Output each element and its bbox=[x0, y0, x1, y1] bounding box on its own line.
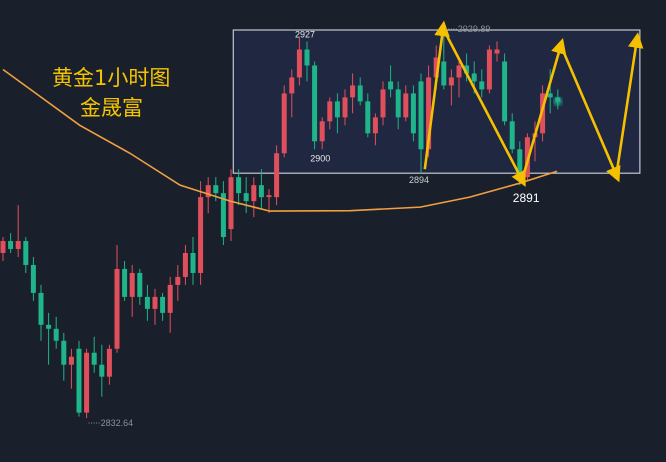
candle-down bbox=[213, 185, 219, 194]
chart-title: 黄金1小时图 bbox=[52, 66, 171, 90]
candle-down bbox=[46, 324, 52, 329]
candle-up bbox=[106, 348, 112, 377]
candle-down bbox=[30, 264, 36, 293]
candle-down bbox=[388, 81, 394, 90]
candle-up bbox=[296, 49, 302, 78]
candle-down bbox=[312, 65, 318, 142]
candle-up bbox=[114, 268, 120, 349]
candle-down bbox=[190, 253, 196, 273]
price-annotation: 2900 bbox=[310, 153, 330, 163]
candle-up bbox=[456, 65, 462, 78]
candle-down bbox=[99, 364, 105, 377]
candle-down bbox=[23, 241, 29, 265]
candle-up bbox=[380, 89, 386, 118]
candle-down bbox=[464, 65, 470, 74]
candle-down bbox=[547, 93, 553, 98]
candle-up bbox=[266, 195, 272, 198]
projection-arrow bbox=[520, 38, 567, 181]
candle-up bbox=[0, 241, 6, 254]
candle-down bbox=[8, 241, 14, 250]
chart-watermark-brand: 金晟富 bbox=[80, 96, 143, 120]
candle-up bbox=[198, 197, 204, 273]
projection-arrow bbox=[423, 20, 450, 170]
candle-down bbox=[91, 352, 97, 365]
candle-down bbox=[357, 85, 363, 102]
candle-down bbox=[479, 81, 485, 90]
candle-down bbox=[304, 49, 310, 66]
candle-down bbox=[334, 101, 340, 118]
candle-down bbox=[410, 93, 416, 134]
projection-arrow bbox=[559, 45, 621, 183]
candle-up bbox=[426, 77, 432, 150]
candle-up bbox=[129, 272, 135, 297]
candle-up bbox=[319, 121, 325, 142]
candle-down bbox=[38, 292, 44, 325]
candle-down bbox=[395, 89, 401, 118]
candle-up bbox=[84, 352, 90, 413]
candle-down bbox=[122, 268, 128, 297]
candle-up bbox=[182, 253, 188, 277]
candle-down bbox=[502, 61, 508, 122]
candle-up bbox=[251, 185, 257, 202]
price-annotation: 2832.64 bbox=[101, 418, 134, 428]
moving-average-line bbox=[2, 68, 558, 212]
candle-down bbox=[137, 272, 143, 297]
candle-down bbox=[258, 185, 264, 198]
price-annotation: 2927 bbox=[295, 30, 315, 40]
candle-down bbox=[243, 193, 249, 202]
candle-down bbox=[441, 61, 447, 86]
candle-down bbox=[471, 73, 477, 82]
price-annotation: 2891 bbox=[513, 191, 540, 205]
candle-up bbox=[350, 85, 356, 98]
candle-down bbox=[160, 296, 166, 313]
candle-up bbox=[15, 241, 21, 250]
candle-up bbox=[372, 117, 378, 134]
candle-down bbox=[53, 328, 59, 341]
candle-down bbox=[76, 348, 82, 413]
candle-up bbox=[175, 276, 181, 285]
candle-up bbox=[274, 153, 280, 198]
candle-down bbox=[365, 101, 371, 134]
candle-down bbox=[220, 193, 226, 238]
candle-up bbox=[228, 177, 234, 230]
candle-down bbox=[418, 81, 424, 150]
candle-up bbox=[68, 356, 74, 365]
candle-up bbox=[205, 185, 211, 198]
candle-up bbox=[281, 93, 287, 154]
projection-arrow bbox=[615, 32, 644, 176]
candle-up bbox=[342, 97, 348, 118]
candle-down bbox=[509, 121, 515, 150]
candle-up bbox=[433, 57, 439, 78]
price-annotation: 2894 bbox=[409, 175, 429, 185]
candle-up bbox=[327, 101, 333, 122]
candle-up bbox=[494, 49, 500, 54]
candle-down bbox=[144, 296, 150, 309]
candle-up bbox=[167, 284, 173, 313]
candle-up bbox=[403, 93, 409, 118]
candle-up bbox=[289, 77, 295, 94]
candle-down bbox=[61, 340, 67, 365]
candle-down bbox=[517, 149, 523, 178]
price-annotation: 2929.89 bbox=[458, 24, 491, 34]
candle-up bbox=[486, 49, 492, 90]
live-price-dot bbox=[553, 97, 562, 106]
candle-down bbox=[236, 177, 242, 194]
candle-up bbox=[152, 296, 158, 309]
candle-up bbox=[448, 77, 454, 86]
projection-arrow bbox=[441, 27, 526, 187]
